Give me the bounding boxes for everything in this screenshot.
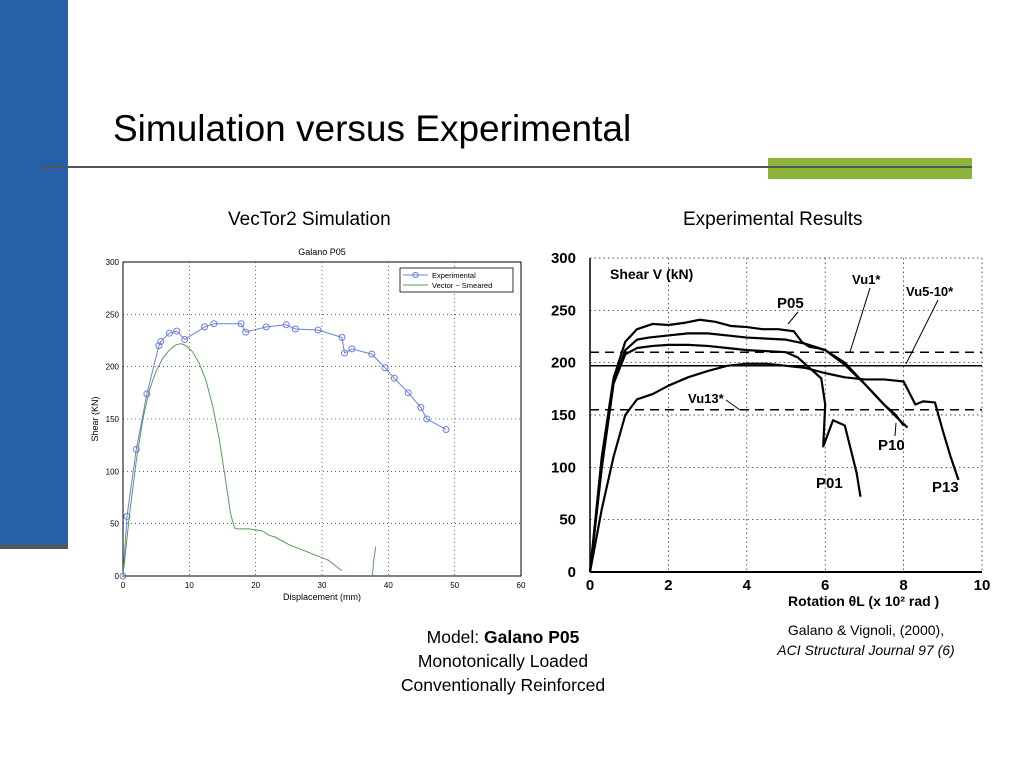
- x-axis-label: Displacement (mm): [283, 592, 361, 602]
- annotation-vu5-10: Vu5-10*: [906, 284, 954, 299]
- y-tick-label: 150: [551, 407, 576, 424]
- citation-journal: ACI Structural Journal 97 (6): [777, 642, 955, 658]
- data-point: [404, 389, 412, 397]
- curve-p13: [588, 362, 960, 573]
- x-tick-label: 2: [664, 577, 672, 594]
- right-subtitle: Experimental Results: [683, 209, 863, 230]
- data-point: [381, 364, 389, 372]
- data-point: [165, 329, 173, 337]
- x-tick-label: 30: [318, 581, 327, 590]
- data-point: [157, 338, 165, 346]
- y-tick-label: 100: [106, 467, 120, 476]
- data-point: [341, 349, 349, 357]
- green-accent-bar: [768, 158, 972, 179]
- y-tick-label: 200: [551, 355, 576, 372]
- green-accent-bar-line: [768, 166, 972, 168]
- y-tick-label: 50: [559, 512, 576, 529]
- series-line-vector-smeared: [122, 343, 343, 577]
- x-tick-label: 8: [899, 577, 907, 594]
- x-tick-label: 10: [185, 581, 194, 590]
- caption-model-prefix: Model:: [426, 627, 485, 647]
- y-tick-label: 0: [115, 572, 120, 581]
- curve-p10: [588, 332, 909, 573]
- y-tick-label: 150: [106, 415, 120, 424]
- y-tick-label: 250: [551, 302, 576, 319]
- y-tick-label: 50: [110, 520, 119, 529]
- simulation-chart: 0 10 20 30 40 50 60 0 50 100 150 200 250 300 Galano P0…: [90, 247, 526, 602]
- annotation-p01: P01: [816, 475, 843, 492]
- data-point: [417, 403, 425, 411]
- caption-model-name: Galano P05: [484, 627, 580, 647]
- model-caption: Model: Galano P05 Monotonically Loaded C…: [373, 625, 633, 697]
- x-tick-label: 50: [450, 581, 459, 590]
- leader-line-p10: [894, 422, 897, 437]
- data-point: [242, 328, 250, 336]
- data-point: [368, 350, 376, 358]
- legend-label: Experimental: [432, 271, 476, 280]
- annotation-p05: P05: [777, 295, 804, 312]
- y-tick-label: 100: [551, 459, 576, 476]
- caption-loading: Monotonically Loaded: [417, 651, 589, 671]
- data-point: [237, 320, 245, 328]
- legend-label: Vector ~ Smeared: [432, 281, 492, 290]
- citation: Galano & Vignoli, (2000), ACI Structural…: [740, 620, 992, 660]
- curve-p01: [588, 343, 862, 573]
- caption-reinforcement: Conventionally Reinforced: [400, 675, 606, 695]
- y-axis-label: Shear (KN): [90, 396, 100, 441]
- data-point: [143, 390, 151, 398]
- x-tick-label: 60: [517, 581, 526, 590]
- data-point: [338, 333, 346, 341]
- y-tick-label: 0: [568, 564, 576, 581]
- data-point: [291, 325, 299, 333]
- data-point: [132, 445, 140, 453]
- legend-box: [399, 267, 514, 293]
- y-tick-label: 200: [106, 363, 120, 372]
- data-point: [181, 335, 189, 343]
- annotation-p13: P13: [932, 479, 959, 496]
- slide-title: Simulation versus Experimental: [113, 108, 632, 149]
- x-tick-label: 10: [974, 577, 991, 594]
- x-tick-label: 0: [586, 577, 594, 594]
- leader-line-vu1: [849, 287, 871, 353]
- leader-line-p05: [787, 311, 799, 325]
- series-line-segment: [371, 546, 377, 577]
- data-point: [173, 327, 181, 335]
- y-axis-label: Shear V (kN): [610, 266, 693, 282]
- data-point: [210, 320, 218, 328]
- citation-authors: Galano & Vignoli, (2000),: [787, 622, 945, 638]
- data-point: [282, 321, 290, 329]
- y-tick-label: 250: [106, 310, 120, 319]
- data-point: [201, 323, 209, 331]
- x-tick-label: 0: [121, 581, 126, 590]
- chart-title: Galano P05: [298, 247, 346, 257]
- data-point: [123, 512, 131, 520]
- y-tick-label: 300: [106, 258, 120, 267]
- data-point: [390, 374, 398, 382]
- title-divider: [40, 166, 972, 168]
- y-tick-label: 300: [551, 250, 576, 267]
- caption-model-line: Model: Galano P05: [373, 625, 633, 649]
- x-tick-label: 20: [251, 581, 260, 590]
- annotation-vu1: Vu1*: [852, 272, 881, 287]
- data-point: [348, 345, 356, 353]
- legend-marker: [412, 271, 419, 279]
- left-accent-bar: [0, 0, 68, 545]
- data-point: [442, 425, 450, 433]
- x-tick-label: 6: [821, 577, 829, 594]
- leader-line-vu13: [725, 399, 741, 411]
- data-point: [423, 415, 431, 423]
- curve-p05: [588, 318, 905, 573]
- data-point: [262, 323, 270, 331]
- annotation-p10: P10: [878, 437, 905, 454]
- x-tick-label: 4: [743, 577, 752, 594]
- leader-line-vu5-10: [905, 299, 939, 365]
- annotation-vu13: Vu13*: [688, 391, 725, 406]
- data-point: [314, 326, 322, 334]
- data-point: [155, 342, 163, 350]
- left-accent-bar-shadow: [0, 545, 68, 549]
- x-tick-label: 40: [384, 581, 393, 590]
- x-axis-label: Rotation θL (x 10² rad ): [788, 593, 939, 609]
- left-subtitle: VecTor2 Simulation: [228, 209, 391, 230]
